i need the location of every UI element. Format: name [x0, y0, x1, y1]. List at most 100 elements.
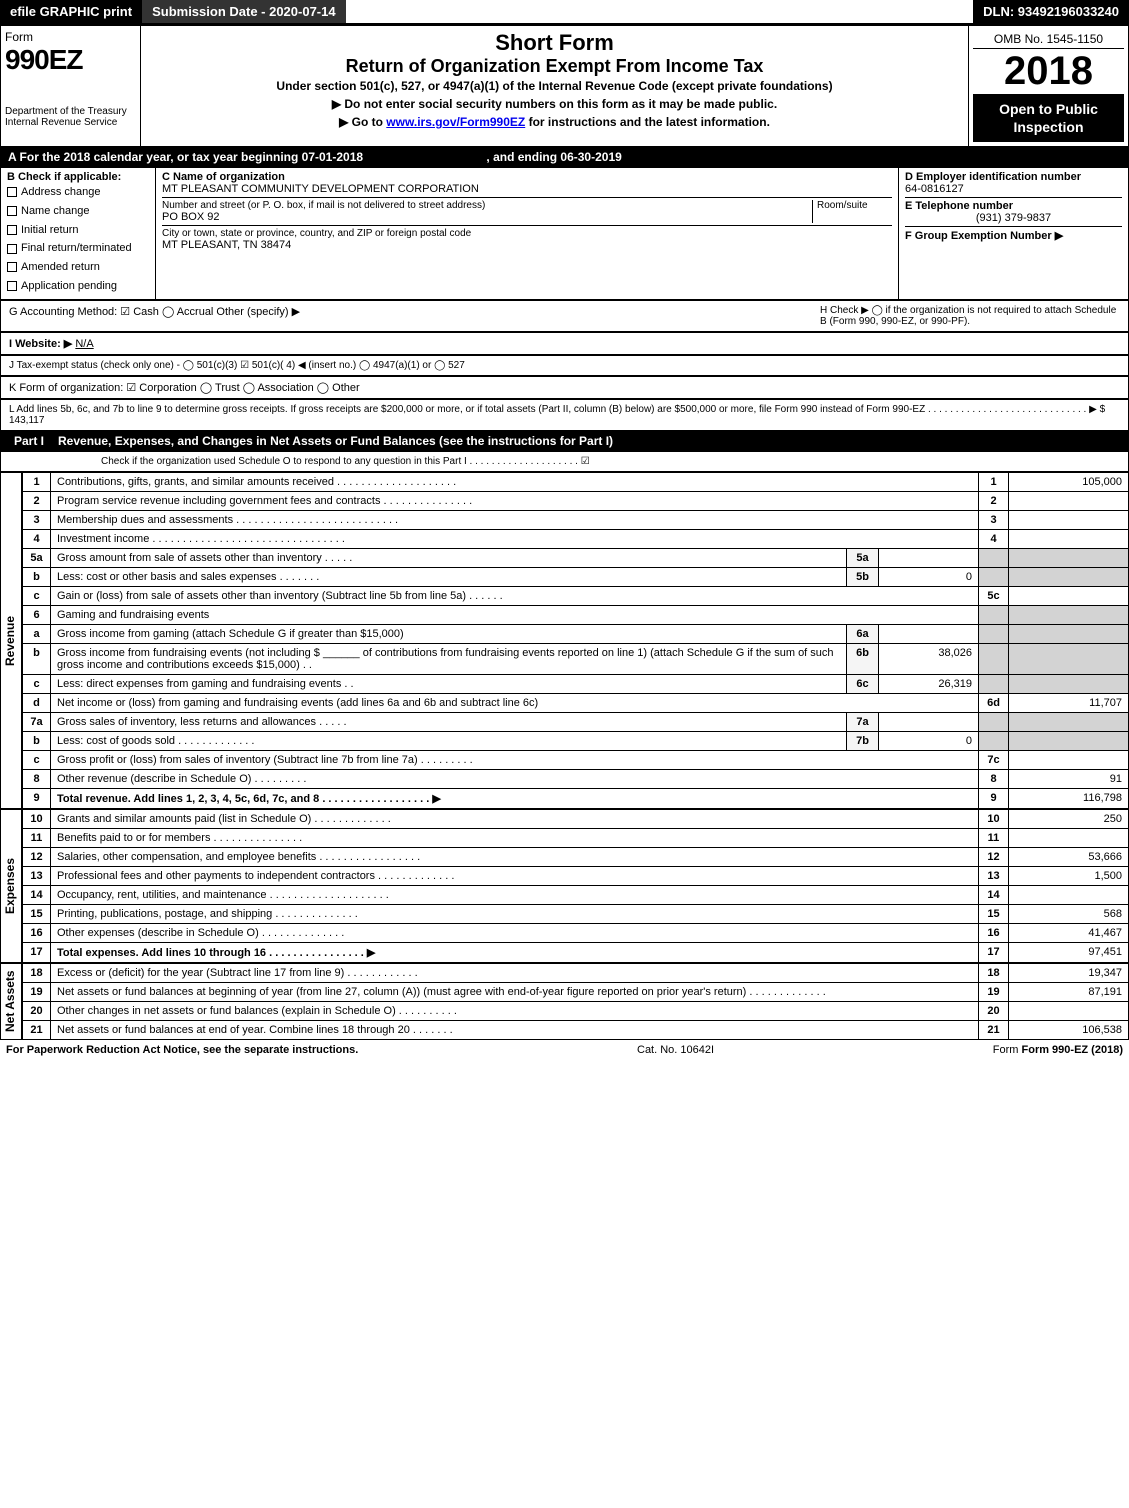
table-row: 8Other revenue (describe in Schedule O) …	[23, 769, 1129, 788]
phone-value: (931) 379-9837	[905, 212, 1122, 224]
cb-label-2: Initial return	[21, 224, 78, 236]
org-name-cell: C Name of organization MT PLEASANT COMMU…	[156, 168, 899, 299]
cb-label-1: Name change	[21, 205, 90, 217]
table-row: 14Occupancy, rent, utilities, and mainte…	[23, 885, 1129, 904]
checkbox-list: Address change Name change Initial retur…	[7, 183, 149, 295]
line-j: J Tax-exempt status (check only one) - ◯…	[0, 355, 1129, 376]
form-header: Form 990EZ Department of the Treasury In…	[0, 25, 1129, 147]
efile-label: efile GRAPHIC print	[0, 0, 142, 23]
line-k: K Form of organization: ☑ Corporation ◯ …	[0, 376, 1129, 399]
irs-link[interactable]: www.irs.gov/Form990EZ	[386, 115, 525, 129]
top-bar: efile GRAPHIC print Submission Date - 20…	[0, 0, 1129, 25]
open-public-label: Open to Public Inspection	[973, 94, 1124, 142]
table-row: cGross profit or (loss) from sales of in…	[23, 750, 1129, 769]
line-g: G Accounting Method: ☑ Cash ◯ Accrual Ot…	[9, 305, 820, 327]
table-row: 11Benefits paid to or for members . . . …	[23, 828, 1129, 847]
table-row: 6Gaming and fundraising events	[23, 605, 1129, 624]
net-assets-table: 18Excess or (deficit) for the year (Subt…	[22, 963, 1129, 1040]
cb-name-change[interactable]	[7, 206, 17, 216]
cb-address-change[interactable]	[7, 187, 17, 197]
table-row: 9Total revenue. Add lines 1, 2, 3, 4, 5c…	[23, 788, 1129, 808]
org-city: MT PLEASANT, TN 38474	[162, 239, 892, 251]
short-form-title: Short Form	[145, 30, 964, 56]
right-info-cell: D Employer identification number 64-0816…	[899, 168, 1129, 299]
cb-application-pending[interactable]	[7, 281, 17, 291]
cb-initial-return[interactable]	[7, 225, 17, 235]
period-end: , and ending 06-30-2019	[486, 150, 621, 164]
checkbox-col: B Check if applicable: Address change Na…	[1, 168, 156, 299]
omb-number: OMB No. 1545-1150	[973, 30, 1124, 49]
table-row: bLess: cost of goods sold . . . . . . . …	[23, 731, 1129, 750]
table-row: dNet income or (loss) from gaming and fu…	[23, 693, 1129, 712]
note2-prefix: ▶ Go to	[339, 115, 386, 129]
footer-mid: Cat. No. 10642I	[637, 1044, 714, 1056]
form-number: 990EZ	[5, 44, 136, 76]
table-row: 16Other expenses (describe in Schedule O…	[23, 923, 1129, 942]
footer-left: For Paperwork Reduction Act Notice, see …	[6, 1044, 358, 1056]
cb-label-3: Final return/terminated	[21, 242, 132, 254]
table-row: 21Net assets or fund balances at end of …	[23, 1020, 1129, 1039]
f-label: F Group Exemption Number ▶	[905, 229, 1122, 242]
row-desc: Contributions, gifts, grants, and simila…	[51, 472, 979, 491]
period-bar: A For the 2018 calendar year, or tax yea…	[0, 147, 1129, 167]
net-assets-section: Net Assets 18Excess or (deficit) for the…	[0, 963, 1129, 1040]
cb-amended-return[interactable]	[7, 262, 17, 272]
form-label: Form	[5, 30, 136, 44]
line-i-label: I Website: ▶	[9, 338, 72, 350]
table-row: 1Contributions, gifts, grants, and simil…	[23, 472, 1129, 491]
table-row: 12Salaries, other compensation, and empl…	[23, 847, 1129, 866]
table-row: 5aGross amount from sale of assets other…	[23, 548, 1129, 567]
dept-label: Department of the Treasury	[5, 106, 136, 117]
table-row: 19Net assets or fund balances at beginni…	[23, 982, 1129, 1001]
main-title: Return of Organization Exempt From Incom…	[145, 56, 964, 77]
net-assets-label: Net Assets	[0, 963, 22, 1040]
table-row: 10Grants and similar amounts paid (list …	[23, 809, 1129, 828]
expenses-section: Expenses 10Grants and similar amounts pa…	[0, 809, 1129, 963]
room-suite-label: Room/suite	[812, 200, 892, 223]
table-row: bGross income from fundraising events (n…	[23, 643, 1129, 674]
table-row: 15Printing, publications, postage, and s…	[23, 904, 1129, 923]
part1-check-note: Check if the organization used Schedule …	[0, 451, 1129, 472]
table-row: cGain or (loss) from sale of assets othe…	[23, 586, 1129, 605]
revenue-section: Revenue 1Contributions, gifts, grants, a…	[0, 472, 1129, 809]
d-label: D Employer identification number	[905, 171, 1122, 183]
submission-date: Submission Date - 2020-07-14	[142, 0, 346, 23]
cb-label-0: Address change	[21, 186, 101, 198]
table-row: 18Excess or (deficit) for the year (Subt…	[23, 963, 1129, 982]
period-begin: A For the 2018 calendar year, or tax yea…	[8, 150, 363, 164]
line-l: L Add lines 5b, 6c, and 7b to line 9 to …	[0, 399, 1129, 431]
cb-final-return[interactable]	[7, 244, 17, 254]
website-value: N/A	[75, 338, 93, 350]
title-cell: Short Form Return of Organization Exempt…	[141, 26, 969, 147]
table-row: cLess: direct expenses from gaming and f…	[23, 674, 1129, 693]
tax-year: 2018	[973, 49, 1124, 94]
row-line: 1	[979, 472, 1009, 491]
table-row: 3Membership dues and assessments . . . .…	[23, 510, 1129, 529]
subtitle: Under section 501(c), 527, or 4947(a)(1)…	[145, 77, 964, 95]
addr-label: Number and street (or P. O. box, if mail…	[162, 200, 812, 211]
part1-header: Part I Revenue, Expenses, and Changes in…	[0, 431, 1129, 451]
ein-value: 64-0816127	[905, 183, 1122, 195]
note-ssn: ▶ Do not enter social security numbers o…	[145, 95, 964, 113]
note2-suffix: for instructions and the latest informat…	[525, 115, 770, 129]
b-label: B Check if applicable:	[7, 171, 149, 183]
line-g-h: G Accounting Method: ☑ Cash ◯ Accrual Ot…	[0, 300, 1129, 332]
part1-title: Revenue, Expenses, and Changes in Net As…	[58, 434, 613, 448]
table-row: 17Total expenses. Add lines 10 through 1…	[23, 942, 1129, 962]
expenses-label: Expenses	[0, 809, 22, 963]
dln-label: DLN: 93492196033240	[973, 0, 1129, 23]
part1-label: Part I	[8, 434, 50, 448]
omb-cell: OMB No. 1545-1150 2018 Open to Public In…	[969, 26, 1129, 147]
line-h: H Check ▶ ◯ if the organization is not r…	[820, 305, 1120, 327]
form-number-cell: Form 990EZ Department of the Treasury In…	[1, 26, 141, 147]
revenue-table: 1Contributions, gifts, grants, and simil…	[22, 472, 1129, 809]
table-row: aGross income from gaming (attach Schedu…	[23, 624, 1129, 643]
cb-label-5: Application pending	[21, 280, 117, 292]
cb-label-4: Amended return	[21, 261, 100, 273]
irs-label: Internal Revenue Service	[5, 117, 136, 128]
table-row: bLess: cost or other basis and sales exp…	[23, 567, 1129, 586]
city-label: City or town, state or province, country…	[162, 228, 892, 239]
table-row: 13Professional fees and other payments t…	[23, 866, 1129, 885]
footer-right: Form Form 990-EZ (2018)	[993, 1044, 1123, 1056]
table-row: 20Other changes in net assets or fund ba…	[23, 1001, 1129, 1020]
